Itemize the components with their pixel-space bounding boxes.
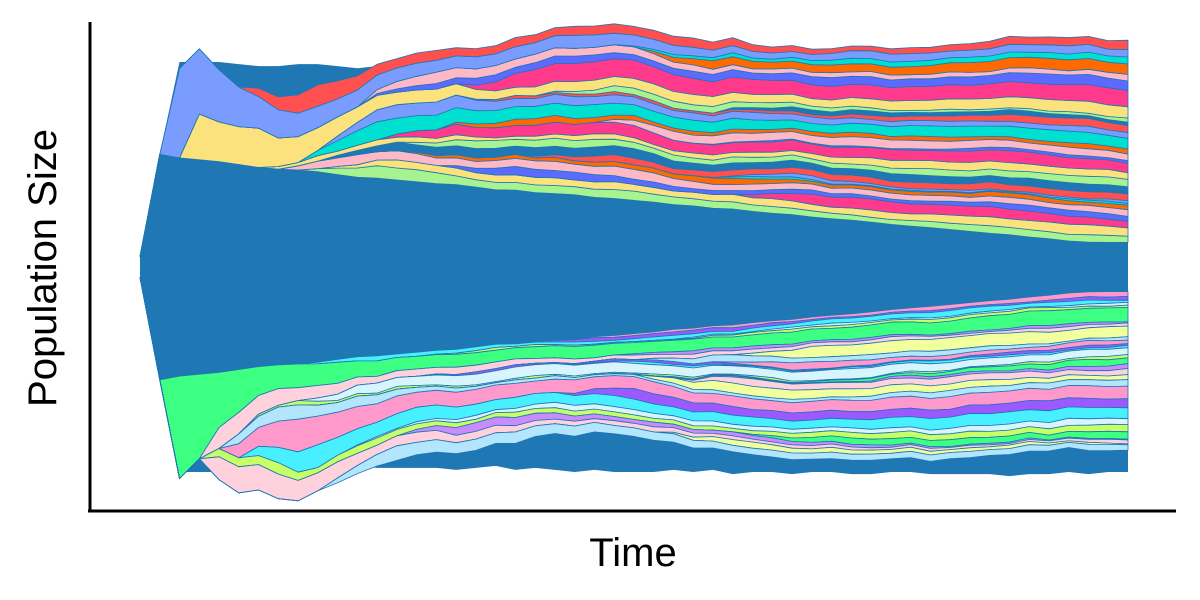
- y-axis-title: Population Size: [21, 129, 65, 407]
- series-clone-59: [139, 277, 1129, 502]
- series-clone-58: [139, 23, 1129, 257]
- stream-layers: [139, 23, 1129, 502]
- x-axis-title: Time: [589, 531, 676, 575]
